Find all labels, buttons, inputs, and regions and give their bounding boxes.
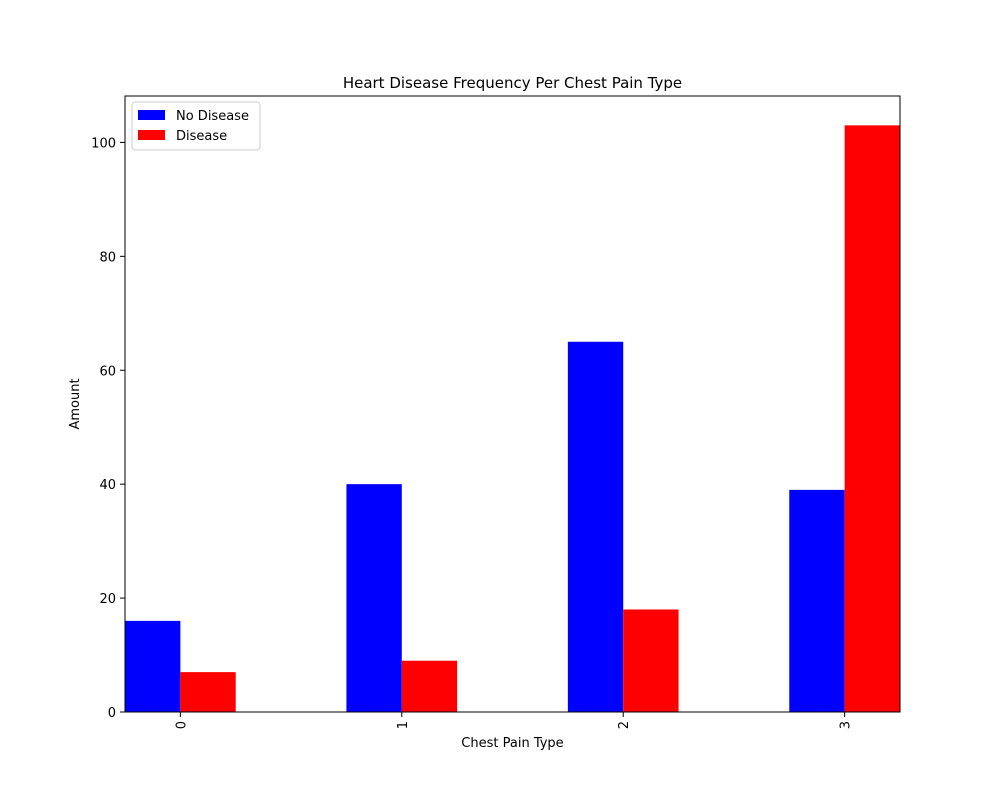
chart-title: Heart Disease Frequency Per Chest Pain T…: [343, 74, 682, 92]
y-tick-label: 60: [99, 364, 116, 379]
y-axis-label: Amount: [68, 378, 83, 429]
legend-label-no-disease: No Disease: [176, 109, 249, 124]
x-axis-label: Chest Pain Type: [461, 736, 563, 751]
bar-no-disease-3: [789, 489, 845, 712]
bar-disease-0: [180, 672, 236, 712]
x-tick-label: 0: [174, 721, 189, 729]
y-tick-label: 40: [99, 478, 116, 493]
y-tick-label: 100: [91, 136, 116, 151]
x-axis: 0 1 2 3: [174, 712, 854, 729]
bar-disease-2: [623, 609, 679, 712]
bar-disease-1: [401, 660, 458, 712]
x-tick-label: 3: [839, 721, 854, 729]
y-tick-label: 0: [108, 706, 116, 721]
x-tick-label: 1: [396, 721, 411, 729]
legend-swatch-no-disease: [138, 110, 165, 120]
bar-no-disease-2: [567, 341, 624, 712]
bar-disease-3: [844, 125, 900, 713]
legend: No Disease Disease: [131, 101, 261, 151]
bar-no-disease-0: [125, 620, 181, 712]
legend-swatch-disease: [138, 130, 165, 140]
bars-layer: [125, 125, 900, 713]
plot-frame: [124, 95, 901, 713]
legend-items: No Disease Disease: [138, 109, 249, 144]
y-tick-label: 80: [99, 250, 116, 265]
y-axis: 0 20 40 60 80 100: [91, 136, 125, 721]
x-tick-label: 2: [617, 721, 632, 729]
y-tick-label: 20: [99, 592, 116, 607]
bar-no-disease-1: [346, 484, 402, 712]
legend-label-disease: Disease: [176, 129, 227, 144]
